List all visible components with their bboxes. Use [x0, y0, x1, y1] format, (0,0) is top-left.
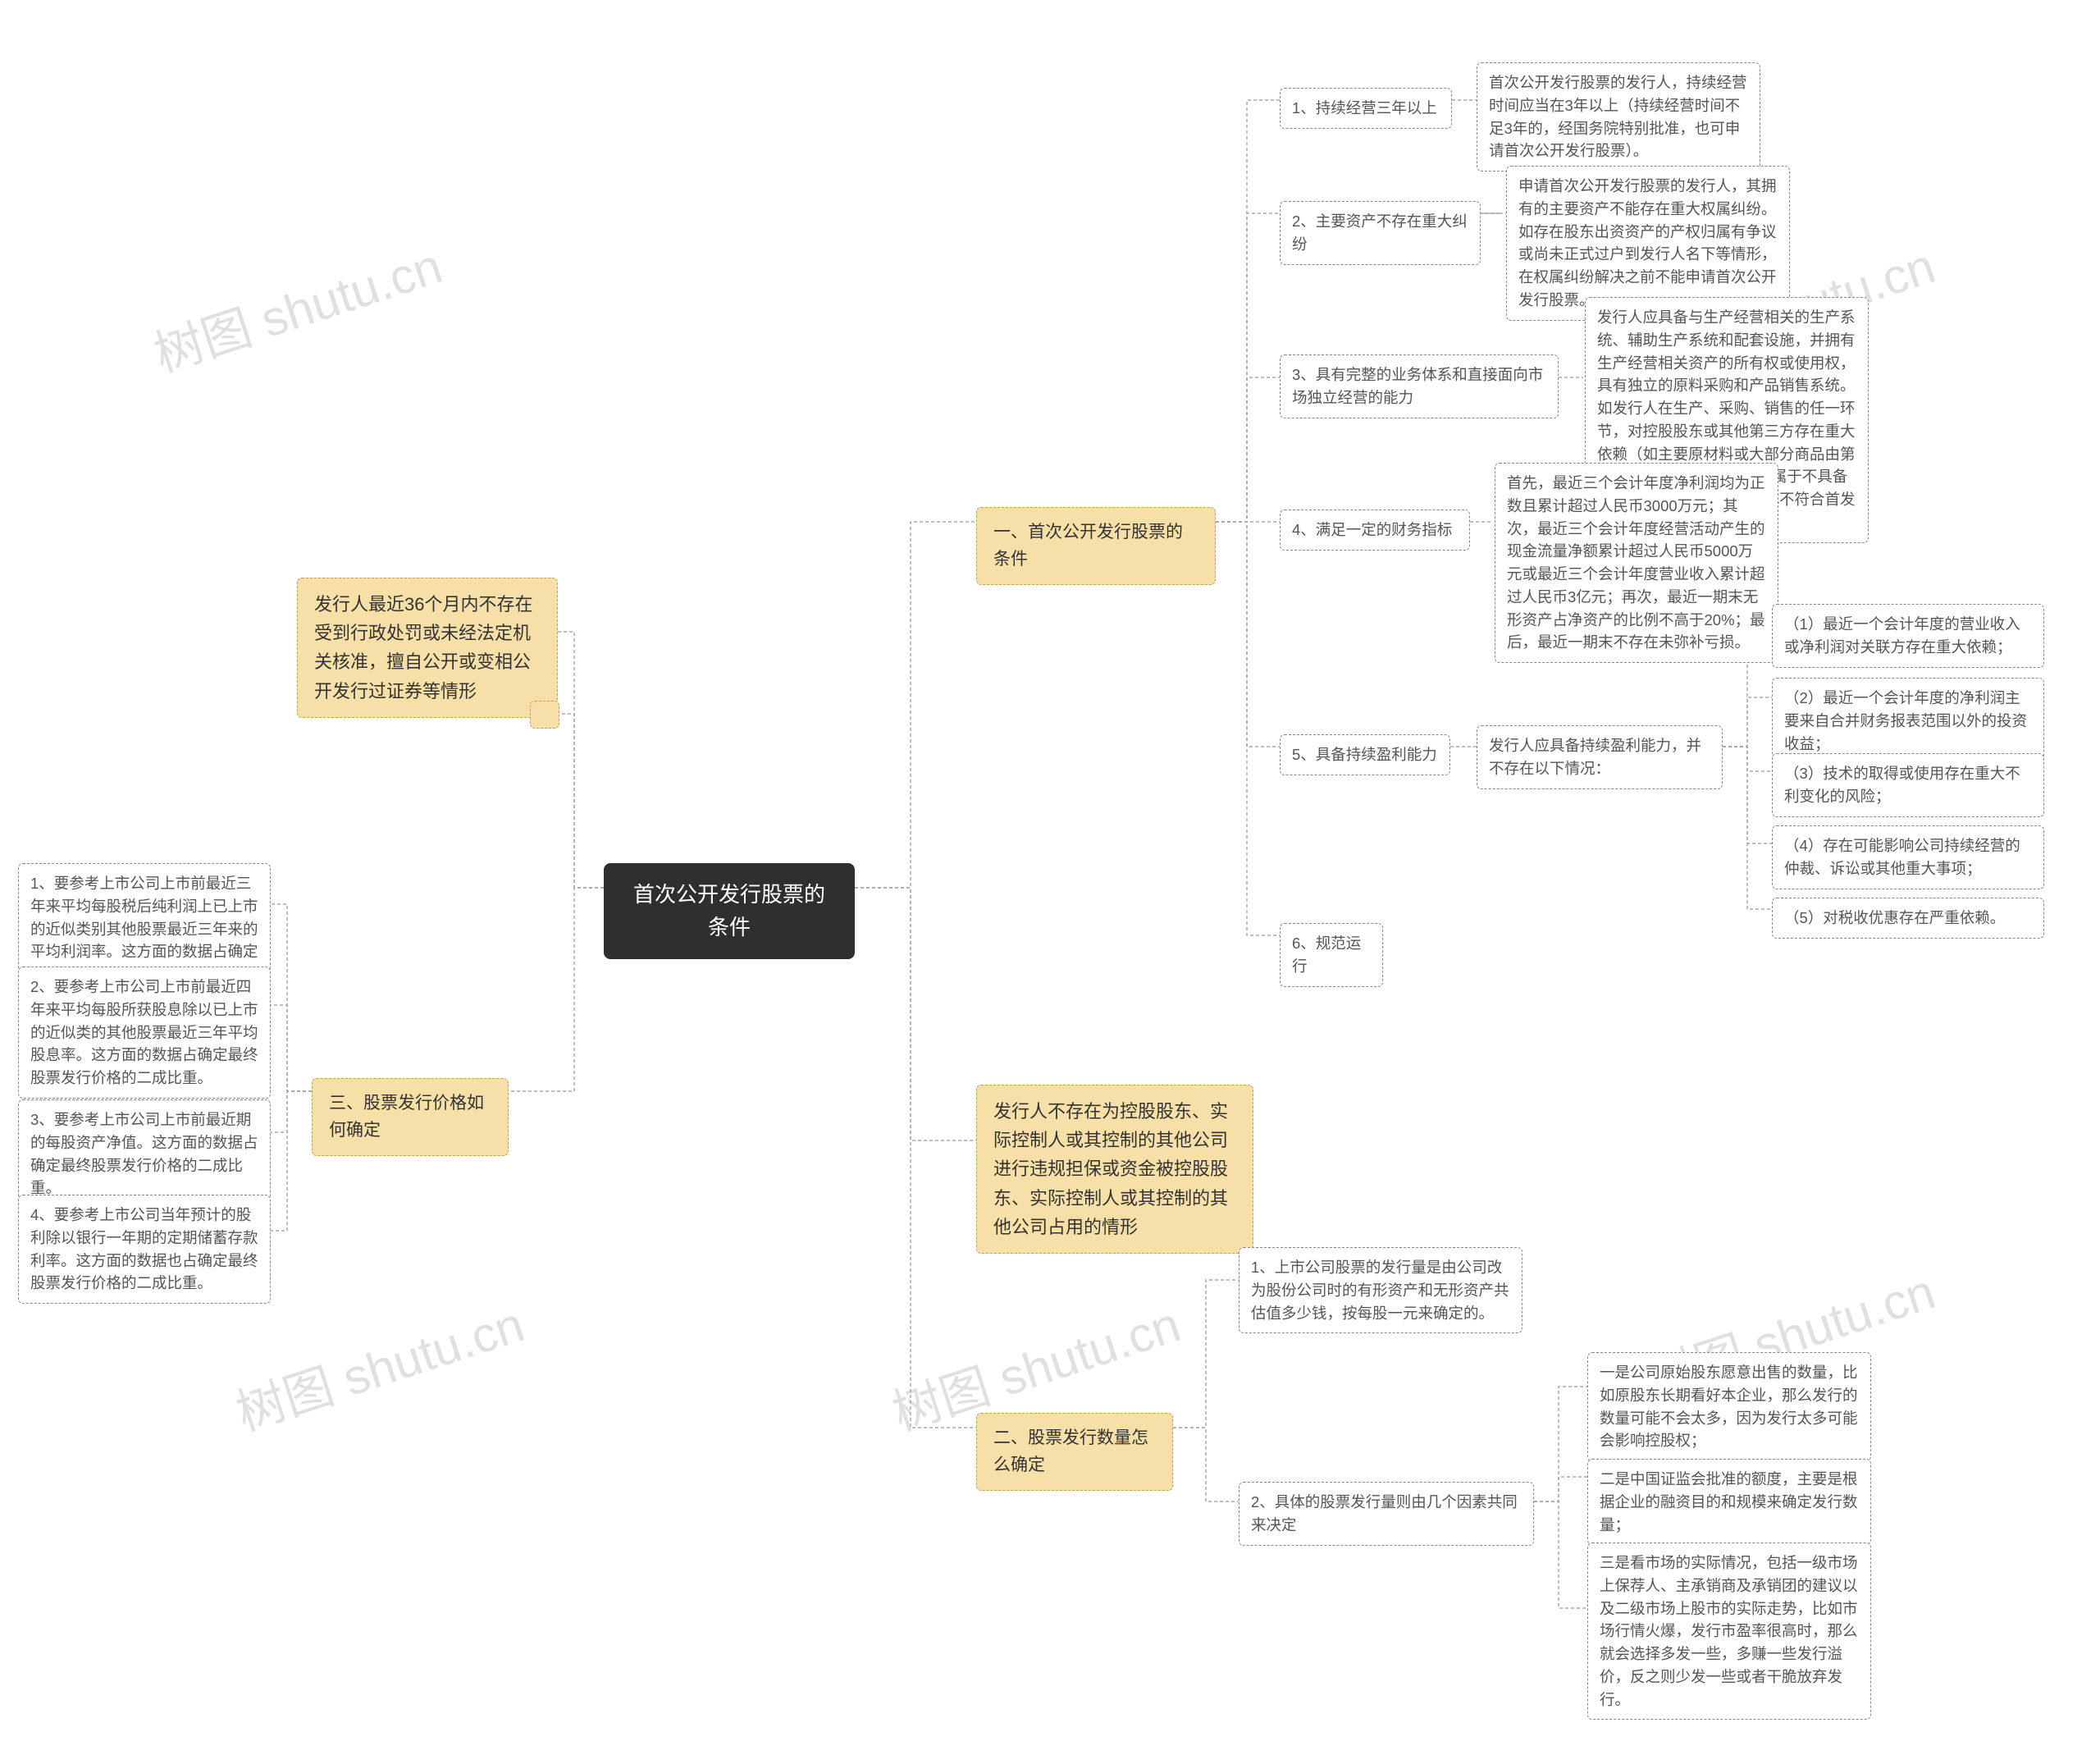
- s1-item5-sub-c[interactable]: （3）技术的取得或使用存在重大不利变化的风险；: [1772, 753, 2044, 817]
- s2-item2[interactable]: 2、具体的股票发行量则由几个因素共同来决定: [1239, 1482, 1534, 1546]
- s2-item1[interactable]: 1、上市公司股票的发行量是由公司改为股份公司时的有形资产和无形资产共估值多少钱，…: [1239, 1247, 1522, 1333]
- s1-item1-detail[interactable]: 首次公开发行股票的发行人，持续经营时间应当在3年以上（持续经营时间不足3年的，经…: [1477, 62, 1760, 171]
- pricing-item-3[interactable]: 3、要参考上市公司上市前最近期的每股资产净值。这方面的数据占确定最终股票发行价格…: [18, 1099, 271, 1209]
- section-1b-no-guarantee[interactable]: 发行人不存在为控股股东、实际控制人或其控制的其他公司进行违规担保或资金被控股股东…: [976, 1085, 1253, 1254]
- s1-item4[interactable]: 4、满足一定的财务指标: [1280, 510, 1470, 551]
- section-2-quantity[interactable]: 二、股票发行数量怎么确定: [976, 1413, 1173, 1491]
- watermark: 树图 shutu.cn: [226, 1285, 532, 1445]
- s1-item6[interactable]: 6、规范运行: [1280, 923, 1383, 987]
- empty-left-node[interactable]: [530, 701, 559, 729]
- section-3-pricing[interactable]: 三、股票发行价格如何确定: [312, 1078, 509, 1156]
- s1-item5-sub-e[interactable]: （5）对税收优惠存在严重依赖。: [1772, 898, 2044, 939]
- s1-item5-sub-b[interactable]: （2）最近一个会计年度的净利润主要来自合并财务报表范围以外的投资收益；: [1772, 678, 2044, 764]
- pricing-item-4[interactable]: 4、要参考上市公司当年预计的股利除以银行一年期的定期储蓄存款利率。这方面的数据也…: [18, 1195, 271, 1304]
- s1-item5-sub-d[interactable]: （4）存在可能影响公司持续经营的仲裁、诉讼或其他重大事项；: [1772, 825, 2044, 889]
- s1-item5[interactable]: 5、具备持续盈利能力: [1280, 734, 1450, 775]
- s1-item5-sub-a[interactable]: （1）最近一个会计年度的营业收入或净利润对关联方存在重大依赖；: [1772, 604, 2044, 668]
- s1-item3[interactable]: 3、具有完整的业务体系和直接面向市场独立经营的能力: [1280, 354, 1559, 418]
- section-1-conditions[interactable]: 一、首次公开发行股票的条件: [976, 507, 1216, 585]
- s2-item2-sub-a[interactable]: 一是公司原始股东愿意出售的数量，比如原股东长期看好本企业，那么发行的数量可能不会…: [1587, 1352, 1871, 1461]
- s1-item5-lead[interactable]: 发行人应具备持续盈利能力，并不存在以下情况：: [1477, 725, 1723, 789]
- left-section-36months[interactable]: 发行人最近36个月内不存在受到行政处罚或未经法定机关核准，擅自公开或变相公开发行…: [297, 578, 558, 718]
- pricing-item-2[interactable]: 2、要参考上市公司上市前最近四年来平均每股所获股息除以已上市的近似类的其他股票最…: [18, 967, 271, 1099]
- s1-item2[interactable]: 2、主要资产不存在重大纠纷: [1280, 201, 1481, 265]
- s2-item2-sub-c[interactable]: 三是看市场的实际情况，包括一级市场上保荐人、主承销商及承销团的建议以及二级市场上…: [1587, 1542, 1871, 1720]
- s1-item1[interactable]: 1、持续经营三年以上: [1280, 88, 1452, 129]
- watermark: 树图 shutu.cn: [144, 226, 450, 386]
- mindmap-canvas: 树图 shutu.cn 树图 shutu.cn 树图 shutu.cn 树图 s…: [0, 0, 2100, 1755]
- root-node[interactable]: 首次公开发行股票的条件: [604, 863, 855, 959]
- s1-item4-detail[interactable]: 首先，最近三个会计年度净利润均为正数且累计超过人民币3000万元；其次，最近三个…: [1495, 463, 1778, 663]
- s2-item2-sub-b[interactable]: 二是中国证监会批准的额度，主要是根据企业的融资目的和规模来确定发行数量；: [1587, 1459, 1871, 1545]
